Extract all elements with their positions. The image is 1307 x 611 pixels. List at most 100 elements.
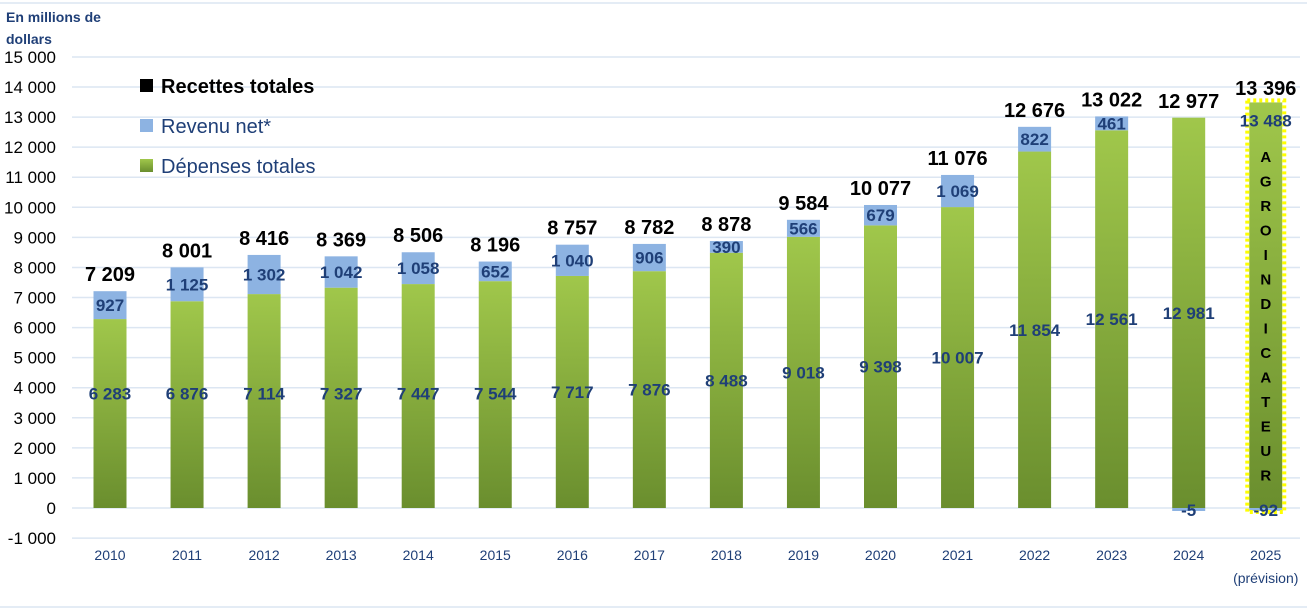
depenses-label: 7 717 — [551, 383, 594, 402]
y-tick-label: 15 000 — [4, 48, 56, 67]
x-tick-label: 2013 — [326, 547, 357, 563]
y-tick-label: 5 000 — [13, 349, 56, 368]
bar-revenu-net-2019 — [786, 219, 820, 237]
depenses-label: 9 018 — [782, 363, 825, 382]
revenu-net-label: 906 — [635, 249, 663, 268]
x-tick-label: 2025 — [1250, 547, 1281, 563]
bar-revenu-net-2016 — [555, 244, 589, 276]
y-tick-label: 9 000 — [13, 228, 56, 247]
depenses-label: 8 488 — [705, 371, 748, 390]
bar-depenses-2021 — [941, 207, 975, 508]
depenses-label: 12 561 — [1086, 310, 1138, 329]
highlight-letter: I — [1264, 247, 1268, 264]
y-tick-label: 10 000 — [4, 198, 56, 217]
legend-label: Revenu net* — [161, 116, 271, 138]
revenu-net-label: 1 125 — [166, 275, 209, 294]
x-tick-label: 2016 — [557, 547, 588, 563]
x-tick-label: 2010 — [94, 547, 125, 563]
bar-revenu-net-2010 — [93, 291, 127, 320]
revenu-net-label: 927 — [96, 296, 124, 315]
legend-swatch — [140, 119, 153, 132]
y-tick-label: 0 — [47, 499, 56, 518]
x-tick-label: 2018 — [711, 547, 742, 563]
total-label: 8 757 — [547, 218, 597, 240]
depenses-label: 6 283 — [89, 385, 132, 404]
total-label: 8 196 — [470, 235, 520, 257]
highlight-letter: R — [1260, 468, 1271, 485]
x-tick-label: 2022 — [1019, 547, 1050, 563]
y-tick-label: 8 000 — [13, 258, 56, 277]
y-tick-label: 6 000 — [13, 319, 56, 338]
revenu-net-label: 1 042 — [320, 263, 363, 282]
revenu-net-label: 822 — [1020, 130, 1048, 149]
total-label: 8 878 — [701, 214, 751, 236]
x-tick-sublabel: (prévision) — [1233, 570, 1298, 586]
total-label: 10 077 — [850, 178, 911, 200]
revenu-net-label: -5 — [1181, 501, 1196, 520]
depenses-label: 9 398 — [859, 358, 902, 377]
depenses-label: 7 114 — [243, 385, 285, 404]
total-label: 8 001 — [162, 240, 212, 262]
highlight-letter: O — [1260, 223, 1272, 240]
highlight-letter: I — [1264, 321, 1268, 338]
y-tick-label: 1 000 — [13, 469, 56, 488]
depenses-label: 12 981 — [1163, 304, 1215, 323]
bar-depenses-2016 — [555, 275, 589, 508]
total-label: 12 977 — [1158, 91, 1219, 113]
revenu-net-label: 1 040 — [551, 251, 594, 270]
bar-depenses-2010 — [93, 319, 127, 508]
highlight-letter: G — [1260, 174, 1272, 191]
bar-depenses-2025 — [1249, 102, 1283, 509]
total-label: 8 369 — [316, 229, 366, 251]
x-tick-label: 2019 — [788, 547, 819, 563]
x-tick-label: 2024 — [1173, 547, 1204, 563]
total-label: 12 676 — [1004, 100, 1065, 122]
bar-revenu-net-2023 — [1095, 116, 1129, 131]
y-tick-label: -1 000 — [8, 529, 56, 548]
legend-swatch — [140, 79, 153, 92]
highlight-letter: T — [1261, 394, 1270, 411]
total-label: 11 076 — [928, 148, 988, 170]
bar-depenses-2013 — [324, 287, 358, 508]
highlight-letter: U — [1260, 443, 1271, 460]
total-label: 13 022 — [1081, 89, 1142, 111]
revenu-net-label: 390 — [712, 238, 740, 257]
bar-revenu-net-2022 — [1018, 126, 1052, 152]
highlight-letter: N — [1260, 272, 1271, 289]
x-tick-label: 2014 — [403, 547, 434, 563]
revenu-net-label: 1 058 — [397, 259, 440, 278]
bar-depenses-2017 — [632, 271, 666, 508]
depenses-label: 13 488 — [1240, 111, 1292, 130]
legend-label: Recettes totales — [161, 76, 314, 98]
revenu-net-label: -92 — [1253, 501, 1278, 520]
depenses-label: 7 876 — [628, 381, 671, 400]
bar-depenses-2012 — [247, 294, 281, 508]
x-tick-label: 2017 — [634, 547, 665, 563]
depenses-label: 7 544 — [474, 385, 517, 404]
legend-label: Dépenses totales — [161, 156, 316, 178]
y-tick-label: 7 000 — [13, 289, 56, 308]
depenses-label: 6 876 — [166, 385, 209, 404]
depenses-label: 7 447 — [397, 385, 440, 404]
bar-depenses-2014 — [401, 284, 435, 508]
bar-depenses-2019 — [786, 236, 820, 508]
bar-revenu-net-2020 — [864, 204, 897, 226]
bar-revenu-net-2015 — [478, 261, 512, 282]
legend-swatch — [140, 159, 153, 172]
bar-revenu-net-2011 — [170, 267, 204, 302]
highlight-letter: C — [1260, 345, 1271, 362]
x-tick-label: 2012 — [249, 547, 280, 563]
y-axis-label: En millions de dollars — [6, 9, 101, 47]
revenu-net-label: 652 — [481, 262, 509, 281]
total-label: 9 584 — [778, 193, 829, 215]
bar-revenu-net-2024 — [1172, 508, 1206, 511]
y-tick-label: 13 000 — [4, 108, 56, 127]
total-label: 7 209 — [85, 264, 135, 286]
total-label: 13 396 — [1235, 78, 1296, 100]
bar-revenu-net-2013 — [324, 256, 358, 288]
revenu-net-label: 566 — [789, 219, 817, 238]
revenu-net-label: 1 302 — [243, 266, 286, 285]
y-tick-label: 3 000 — [13, 409, 56, 428]
